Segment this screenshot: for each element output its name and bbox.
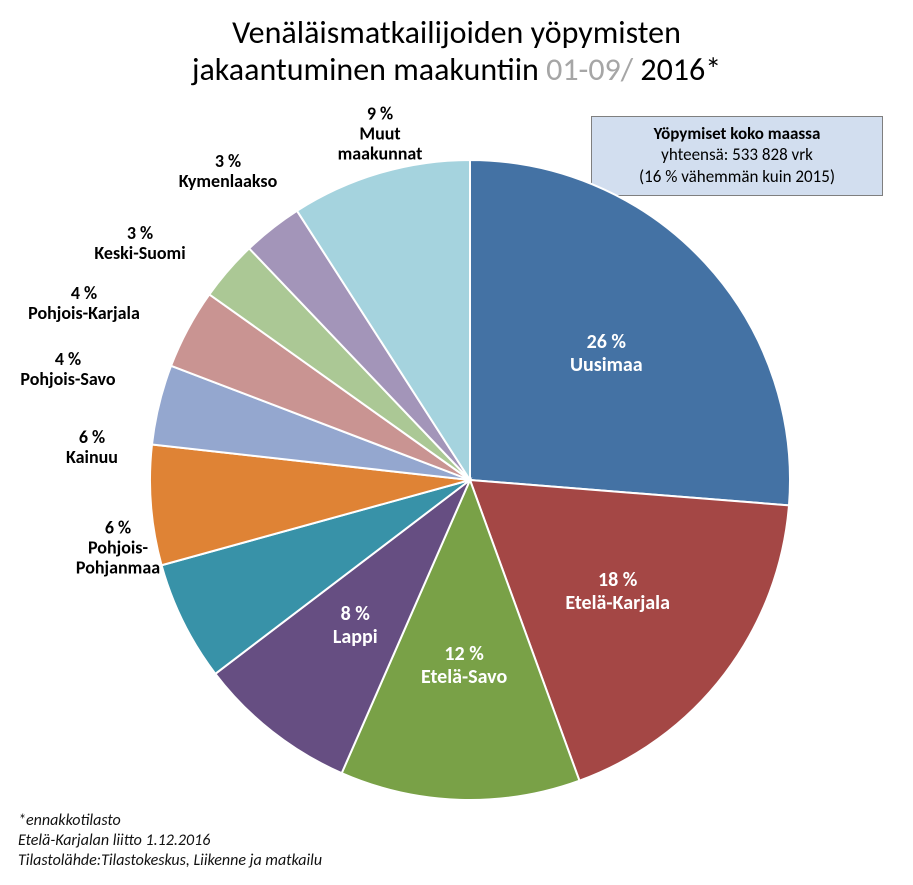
slice-label: 4 %Pohjois-Karjala xyxy=(28,284,140,324)
slice-label: 3 %Keski-Suomi xyxy=(94,224,185,264)
slice-label: 12 %Etelä-Savo xyxy=(421,643,507,689)
slice-label: 4 %Pohjois-Savo xyxy=(20,350,115,390)
slice-label: 3 %Kymenlaakso xyxy=(179,152,278,192)
chart-container: Venäläismatkailijoiden yöpymisten jakaan… xyxy=(0,0,913,885)
pie-chart xyxy=(0,0,913,885)
footnotes: *ennakkotilasto Etelä-Karjalan liitto 1.… xyxy=(18,811,322,871)
slice-label: 6 %Kainuu xyxy=(66,428,118,468)
footnote-2: Etelä-Karjalan liitto 1.12.2016 xyxy=(18,831,322,851)
slice-label: 26 %Uusimaa xyxy=(570,331,643,377)
slice-label: 8 %Lappi xyxy=(333,603,378,649)
footnote-3: Tilastolähde:Tilastokeskus, Liikenne ja … xyxy=(18,851,322,871)
slice-label: 6 %Pohjois-Pohjanmaa xyxy=(76,518,160,577)
footnote-1: *ennakkotilasto xyxy=(18,811,322,831)
slice-label: 9 %Muutmaakunnat xyxy=(338,104,423,163)
slice-label: 18 %Etelä-Karjala xyxy=(565,569,670,615)
